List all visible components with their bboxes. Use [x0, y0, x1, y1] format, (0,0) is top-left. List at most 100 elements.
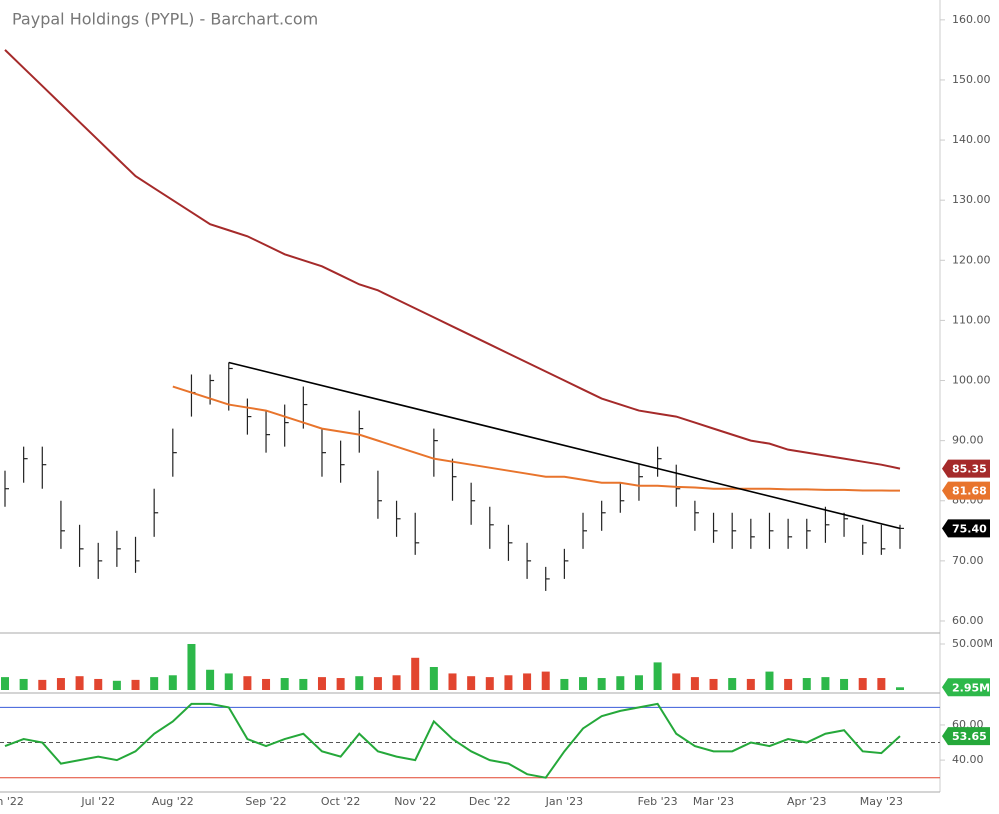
- y-tick-label: 140.00: [952, 133, 991, 146]
- volume-bar: [75, 676, 84, 690]
- x-tick-label: Jan '23: [545, 795, 583, 808]
- price-bar: [470, 482, 476, 525]
- price-bar: [880, 524, 886, 555]
- volume-bar: [504, 675, 513, 690]
- x-tick-label: Sep '22: [245, 795, 286, 808]
- value-badge-label: 85.35: [952, 463, 987, 476]
- price-bar: [116, 530, 121, 567]
- volume-bar: [150, 677, 159, 690]
- volume-bar: [206, 669, 215, 690]
- volume-bar: [448, 673, 457, 690]
- y-tick-label: 70.00: [952, 554, 984, 567]
- price-bar: [582, 512, 588, 549]
- volume-bar: [131, 679, 140, 690]
- price-bar: [246, 398, 252, 435]
- x-tick-label: Jun '22: [0, 795, 24, 808]
- volume-bar: [392, 675, 401, 690]
- price-bar: [675, 464, 681, 507]
- y-tick-label: 160.00: [952, 13, 991, 26]
- price-bar: [395, 500, 401, 537]
- y-tick-label: 40.00: [952, 753, 984, 766]
- x-tick-label: Jul '22: [80, 795, 115, 808]
- x-tick-label: Feb '23: [638, 795, 678, 808]
- x-tick-label: Aug '22: [152, 795, 194, 808]
- y-tick-label: 100.00: [952, 374, 991, 387]
- price-bar: [750, 518, 755, 549]
- volume-bar: [690, 677, 699, 690]
- price-bar: [228, 362, 233, 411]
- volume-bar: [840, 678, 849, 690]
- price-bar: [41, 446, 47, 489]
- volume-bar: [560, 678, 569, 690]
- volume-bar: [541, 671, 550, 690]
- moving-average-line: [172, 385, 901, 492]
- volume-bar: [672, 673, 681, 690]
- price-bar: [414, 512, 420, 555]
- price-bar: [489, 506, 494, 549]
- price-bar: [451, 458, 457, 501]
- volume-bar: [802, 678, 811, 690]
- x-tick-label: Dec '22: [469, 795, 511, 808]
- price-bar: [78, 524, 84, 567]
- price-bar: [712, 512, 718, 543]
- volume-bar: [373, 677, 382, 690]
- price-bar: [862, 524, 867, 555]
- volume-bar: [38, 679, 47, 690]
- price-bar: [358, 410, 364, 453]
- price-bar: [377, 470, 382, 519]
- price-bar: [638, 464, 643, 501]
- price-bar: [657, 446, 662, 477]
- y-tick-label: 90.00: [952, 434, 984, 447]
- chart-title: Paypal Holdings (PYPL) - Barchart.com: [12, 10, 318, 29]
- x-tick-label: May '23: [860, 795, 903, 808]
- y-tick-label: 120.00: [952, 253, 991, 266]
- rsi-line: [4, 702, 901, 779]
- price-bar: [601, 500, 606, 531]
- value-badge: [942, 481, 990, 500]
- volume-bar: [1, 677, 9, 690]
- volume-bar: [467, 676, 476, 690]
- volume-bar: [709, 678, 718, 690]
- volume-bar: [746, 678, 755, 690]
- volume-bar: [280, 678, 289, 690]
- y-tick-label: 110.00: [952, 313, 991, 326]
- price-bar: [4, 470, 9, 507]
- volume-bar: [523, 673, 532, 690]
- price-bar: [433, 428, 438, 477]
- price-bar: [824, 506, 830, 543]
- price-bar: [97, 542, 103, 579]
- price-bar: [806, 518, 811, 549]
- x-tick-label: Mar '23: [693, 795, 734, 808]
- x-tick-label: Nov '22: [394, 795, 436, 808]
- volume-bar: [653, 662, 662, 690]
- price-bar: [60, 500, 65, 549]
- price-bar: [899, 524, 904, 549]
- volume-bar: [429, 666, 438, 690]
- value-badge-label: 81.68: [952, 485, 987, 498]
- moving-average-line: [4, 49, 901, 470]
- volume-bar: [896, 687, 904, 690]
- volume-bar: [821, 677, 830, 690]
- volume-bar: [634, 675, 643, 690]
- volume-bar: [56, 678, 65, 690]
- value-badge: [942, 519, 990, 538]
- volume-bar: [243, 676, 252, 690]
- value-badge: [942, 727, 990, 746]
- price-bar: [619, 482, 625, 513]
- volume-bar: [262, 678, 271, 690]
- volume-bar: [858, 678, 867, 690]
- price-bar: [843, 512, 849, 537]
- price-bar: [153, 488, 159, 537]
- volume-bar: [224, 673, 233, 690]
- volume-bar: [355, 676, 364, 690]
- volume-bar: [317, 677, 326, 690]
- x-tick-label: Apr '23: [787, 795, 827, 808]
- volume-bar: [616, 676, 625, 690]
- volume-bar: [299, 678, 308, 690]
- price-bar: [172, 428, 177, 477]
- volume-bar: [728, 678, 737, 690]
- price-bar: [787, 518, 793, 549]
- volume-bar: [94, 678, 103, 690]
